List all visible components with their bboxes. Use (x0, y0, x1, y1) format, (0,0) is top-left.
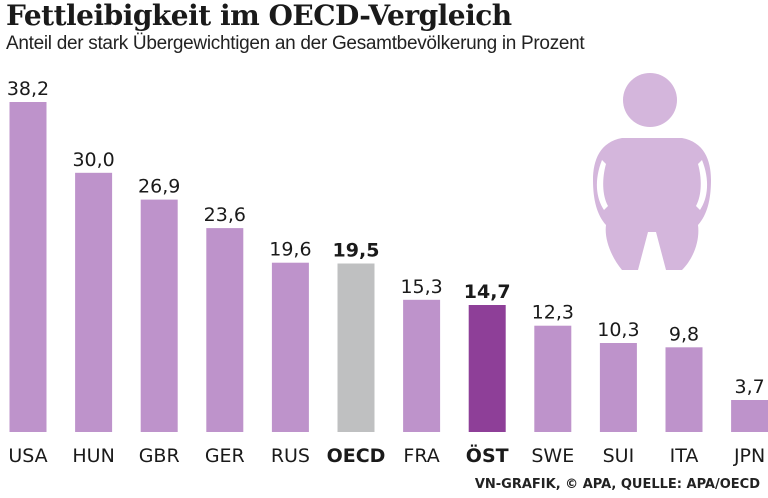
category-label: ITA (670, 445, 699, 467)
source-credit: VN-GRAFIK, © APA, QUELLE: APA/OECD (474, 477, 760, 492)
value-label: 19,6 (269, 239, 311, 261)
bar-jpn (731, 400, 768, 432)
obese-person-icon (593, 73, 711, 270)
chart-subtitle: Anteil der stark Übergewichtigen an der … (6, 33, 585, 54)
bar-usa (9, 102, 47, 432)
category-label: ÖST (466, 443, 509, 467)
category-label: SWE (531, 445, 574, 467)
value-label: 14,7 (464, 281, 511, 303)
value-label: 15,3 (400, 276, 442, 298)
value-label: 3,7 (734, 376, 764, 398)
value-label: 23,6 (204, 204, 246, 226)
chart-title: Fettleibigkeit im OECD-Vergleich (6, 0, 512, 32)
bar-rus (271, 262, 309, 432)
value-label: 30,0 (72, 149, 114, 171)
value-label: 19,5 (333, 240, 380, 262)
bar-oecd (337, 263, 375, 432)
value-label: 9,8 (669, 323, 699, 345)
bar-hun (75, 172, 113, 433)
category-label: GBR (139, 445, 180, 467)
category-label: SUI (603, 445, 635, 467)
value-label: 38,2 (7, 78, 49, 100)
category-label: JPN (733, 445, 765, 467)
bar-sui (599, 343, 637, 432)
bar-fra (403, 299, 441, 432)
bar-swe (534, 325, 572, 432)
value-label: 26,9 (138, 176, 180, 198)
value-label: 10,3 (597, 319, 639, 341)
value-label: 12,3 (532, 302, 574, 324)
bar-ger (206, 228, 244, 432)
bar-ita (665, 347, 703, 432)
bar-gbr (140, 199, 178, 432)
category-label: HUN (72, 445, 114, 467)
category-label: USA (8, 445, 47, 467)
category-label: FRA (403, 445, 439, 467)
category-label: GER (205, 445, 245, 467)
category-label: RUS (271, 445, 310, 467)
bar-öst (468, 305, 506, 432)
category-label: OECD (327, 445, 386, 467)
